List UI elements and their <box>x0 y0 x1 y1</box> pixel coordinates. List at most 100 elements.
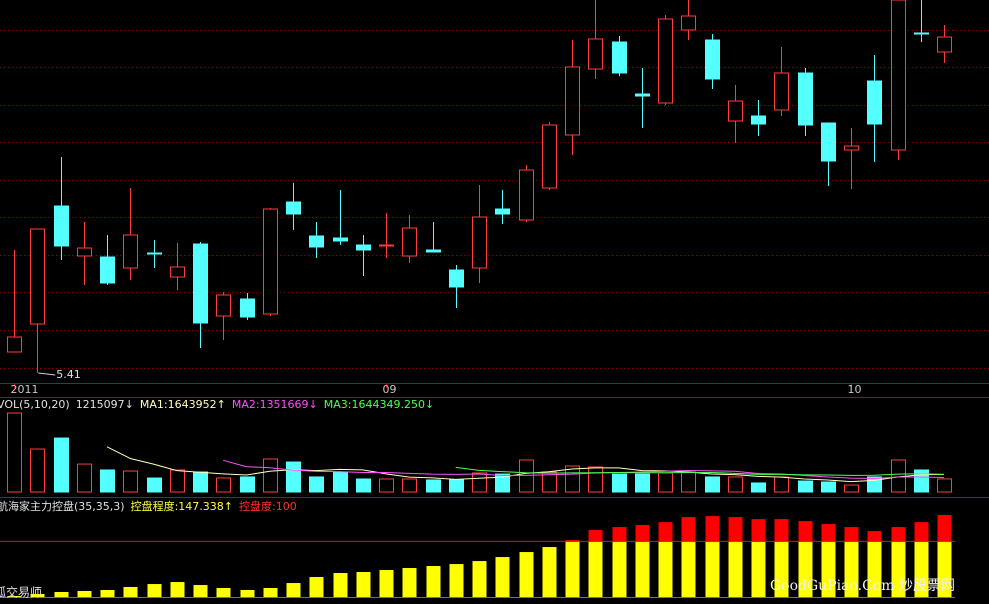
control-bar-over <box>635 525 650 542</box>
control-bar <box>379 570 394 597</box>
candle-body <box>891 0 906 151</box>
control-bar <box>356 572 371 597</box>
candle-body <box>333 237 348 242</box>
ma-line <box>106 446 945 483</box>
candle-body <box>798 72 813 126</box>
candle-body <box>635 93 650 97</box>
volume-bar <box>379 478 394 493</box>
control-bar <box>123 586 138 597</box>
control-bar <box>54 591 69 597</box>
ma-line <box>223 459 945 479</box>
panel-header: 航海家主力控盘(35,35,3) <box>0 499 125 513</box>
control-bar <box>240 589 255 597</box>
volume-bar <box>100 469 115 493</box>
candle-body <box>705 39 720 80</box>
volume-bar <box>635 473 650 493</box>
control-bar <box>914 541 929 597</box>
volume-bar <box>402 478 417 493</box>
candle-body <box>542 124 557 189</box>
candle-body <box>751 115 766 125</box>
volume-bar <box>123 470 138 493</box>
volume-bar <box>356 478 371 493</box>
control-bar <box>635 541 650 597</box>
panel-header: 控盘程度:147.338↑ <box>131 499 233 513</box>
volume-bar <box>798 480 813 493</box>
candle-body <box>937 36 952 53</box>
control-bar <box>449 564 464 597</box>
volume-bar <box>7 412 22 493</box>
candle-body <box>147 252 162 255</box>
candle-body <box>379 244 394 247</box>
control-bar <box>100 589 115 597</box>
volume-bar <box>263 458 278 493</box>
control-bar-over <box>937 515 952 542</box>
volume-bar <box>30 448 45 493</box>
candle-body <box>774 72 789 111</box>
control-bar <box>588 541 603 597</box>
candle-body <box>472 216 487 269</box>
candle-body <box>914 32 929 35</box>
control-bar <box>565 541 580 597</box>
panel-header: VOL(5,10,20) <box>0 398 70 411</box>
volume-bar <box>612 473 627 493</box>
volume-bar <box>193 471 208 493</box>
volume-bar <box>588 466 603 493</box>
volume-bar <box>309 476 324 493</box>
volume-bar <box>774 476 789 493</box>
control-bar <box>286 583 301 597</box>
panel-header: MA1:1643952↑ <box>140 398 226 411</box>
panel-header: 控盘度:100 <box>239 499 297 513</box>
control-bar-over <box>821 524 836 542</box>
candle-body <box>565 66 580 136</box>
volume-bar <box>705 476 720 493</box>
volume-bar <box>844 484 859 493</box>
candle-body <box>495 208 510 215</box>
control-bar <box>658 541 673 597</box>
candle-body <box>193 243 208 324</box>
ma-line <box>455 466 945 476</box>
control-bar-over <box>914 522 929 542</box>
control-bar <box>472 561 487 597</box>
control-bar <box>519 552 534 597</box>
x-tick-label: 2011 <box>11 383 39 396</box>
control-bar-over <box>612 527 627 542</box>
volume-bar <box>658 472 673 493</box>
candle-body <box>519 169 534 221</box>
control-bar <box>193 585 208 597</box>
candle-body <box>7 336 22 353</box>
candle-body <box>286 201 301 215</box>
candle-body <box>449 269 464 288</box>
candle-body <box>240 298 255 318</box>
control-bar <box>728 541 743 597</box>
control-bar-over <box>728 517 743 542</box>
candle-body <box>426 249 441 253</box>
candle-body <box>844 145 859 151</box>
candle-body <box>356 244 371 251</box>
control-bar-over <box>844 527 859 542</box>
volume-bar <box>240 476 255 493</box>
control-bar-over <box>774 519 789 542</box>
candle-body <box>170 266 185 278</box>
low-label: 5.41 <box>56 368 81 381</box>
volume-bar <box>472 472 487 493</box>
control-bar-over <box>867 531 882 542</box>
volume-bar <box>286 461 301 493</box>
control-bar-over <box>565 540 580 542</box>
candle-body <box>54 205 69 247</box>
control-bar <box>30 593 45 597</box>
control-bar <box>844 541 859 597</box>
control-bar <box>402 568 417 597</box>
candle-body <box>216 294 231 317</box>
volume-bar <box>449 479 464 493</box>
volume-bar <box>426 479 441 493</box>
low-leader <box>38 372 56 376</box>
control-bar <box>216 587 231 597</box>
control-bar <box>774 541 789 597</box>
control-bar <box>77 590 92 597</box>
control-bar-over <box>798 521 813 542</box>
volume-bar <box>495 473 510 493</box>
control-bar <box>867 541 882 597</box>
panel-header: 1215097↓ <box>76 398 134 411</box>
